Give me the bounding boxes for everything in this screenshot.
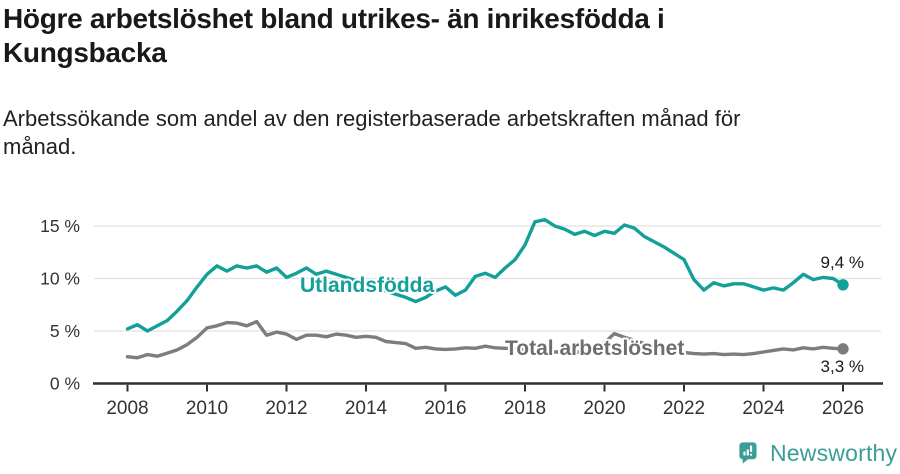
page-subtitle-line-1: Arbetssökande som andel av den registerb… bbox=[3, 106, 741, 131]
y-tick-label: 15 % bbox=[40, 216, 80, 236]
x-tick-label: 2014 bbox=[345, 398, 388, 419]
x-tick-label: 2022 bbox=[663, 398, 705, 419]
series-line-utlandsfodda bbox=[125, 217, 845, 333]
y-tick-label: 0 % bbox=[50, 374, 80, 394]
page-subtitle-line-2: månad. bbox=[3, 134, 77, 159]
x-tick-label: 2012 bbox=[265, 398, 307, 419]
series-line-total-arbetsloshet bbox=[125, 319, 845, 360]
y-tick-label: 10 % bbox=[40, 269, 80, 289]
page-subtitle: Arbetssökande som andel av den registerb… bbox=[3, 105, 863, 161]
x-tick-label: 2024 bbox=[742, 398, 785, 419]
newsworthy-logo-icon bbox=[739, 442, 757, 464]
x-tick-label: 2020 bbox=[583, 398, 625, 419]
x-tick-label: 2016 bbox=[424, 398, 466, 419]
brand-footer: Newsworthy bbox=[739, 440, 897, 466]
x-tick-label: 2026 bbox=[822, 398, 864, 419]
brand-name: Newsworthy bbox=[770, 439, 898, 466]
series-end-value-utlandsfodda: 9,4 % bbox=[821, 253, 864, 272]
page-title-line-1: Högre arbetslöshet bland utrikes- än inr… bbox=[3, 3, 665, 34]
series-label-utlandsfodda: Utlandsfödda bbox=[300, 274, 434, 297]
x-tick-label: 2018 bbox=[504, 398, 546, 419]
series-end-dot-utlandsfodda bbox=[837, 279, 849, 291]
y-tick-label: 5 % bbox=[50, 321, 80, 341]
page-title: Högre arbetslöshet bland utrikes- än inr… bbox=[3, 2, 803, 70]
x-tick-label: 2010 bbox=[186, 398, 228, 419]
series-end-dot-total-arbetsloshet bbox=[837, 343, 849, 355]
page-title-line-2: Kungsbacka bbox=[3, 37, 167, 68]
series-label-total-arbetsloshet: Total arbetslöshet bbox=[505, 337, 684, 360]
x-tick-label: 2008 bbox=[106, 398, 148, 419]
series-end-value-total-arbetsloshet: 3,3 % bbox=[821, 357, 864, 376]
